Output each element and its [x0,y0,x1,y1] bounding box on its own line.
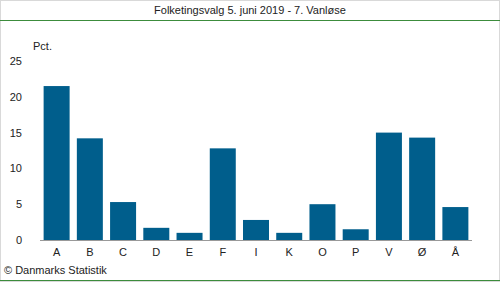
y-tick [36,168,40,169]
bar [177,233,203,240]
footer-rule [0,280,500,281]
bar [442,207,468,240]
bar [143,228,169,240]
y-tick-label: 25 [10,55,22,67]
bar [409,138,435,240]
x-axis [40,240,472,241]
y-tick-label: 15 [10,127,22,139]
x-tick-label: Å [452,246,460,258]
y-tick-label: 20 [10,91,22,103]
bar [276,233,302,240]
frame [1,1,500,282]
bar [110,202,136,240]
y-tick [36,61,40,62]
x-tick-label: V [385,246,393,258]
y-tick [36,96,40,97]
x-tick-label: P [352,246,359,258]
y-tick [36,132,40,133]
bars [44,86,469,240]
x-tick-label: D [152,246,160,258]
x-tick-label: E [186,246,193,258]
bar [44,86,70,240]
y-tick-label: 0 [16,234,22,246]
y-tick-label: 5 [16,198,22,210]
x-tick-label: F [219,246,226,258]
x-tick-label: I [254,246,257,258]
bar [309,204,335,240]
bar [343,229,369,240]
bar [376,133,402,240]
x-tick-label: K [286,246,294,258]
bar [243,220,269,240]
y-tick [36,240,40,241]
x-tick-label: Ø [418,246,427,258]
source: © Danmarks Statistik [4,264,107,276]
x-tick-label: B [86,246,93,258]
x-tick-label: O [318,246,327,258]
x-tick-label: A [53,246,61,258]
y-tick [36,204,40,205]
y-label: Pct. [33,40,52,52]
bar [77,138,103,240]
y-tick-label: 10 [10,162,22,174]
chart: Folketingsvalg 5. juni 2019 - 7. Vanløse… [0,0,500,282]
x-tick-label: C [119,246,127,258]
title: Folketingsvalg 5. juni 2019 - 7. Vanløse [154,4,346,16]
title-rule [0,20,500,21]
bar [210,148,236,240]
